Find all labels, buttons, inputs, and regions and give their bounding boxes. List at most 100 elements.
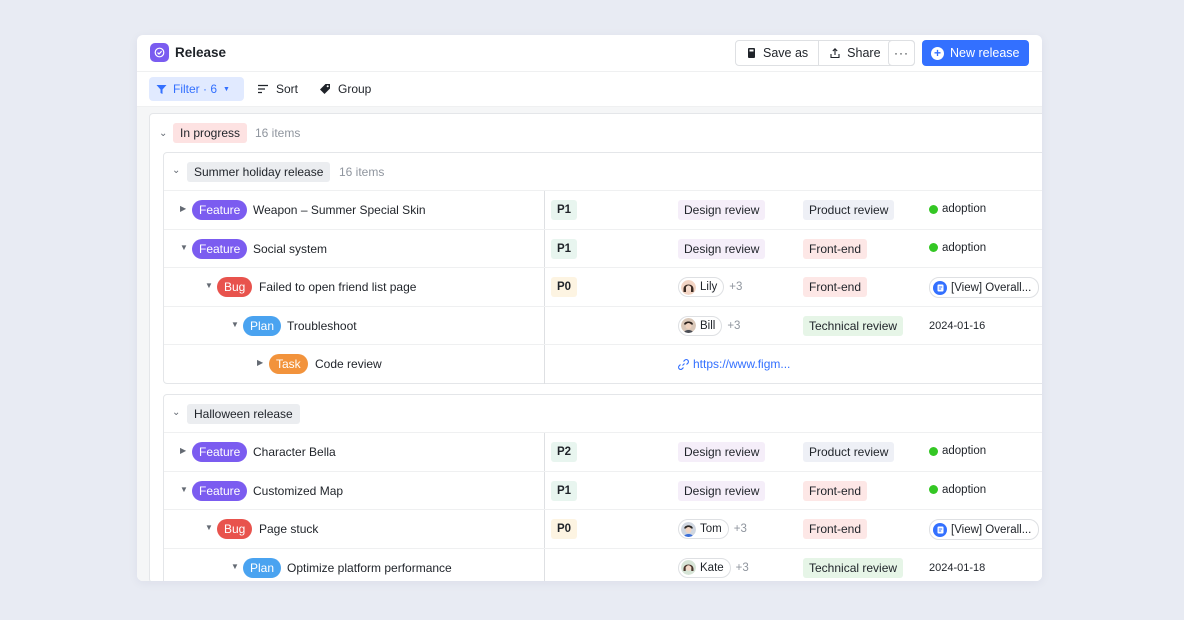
assignee-cell[interactable]: Tom +3 bbox=[678, 519, 747, 540]
priority-badge[interactable]: P2 bbox=[551, 442, 578, 462]
status-label: adoption bbox=[942, 241, 987, 254]
more-assignees[interactable]: +3 bbox=[735, 561, 749, 574]
doc-link[interactable]: [View] Overall... bbox=[929, 277, 1040, 299]
type-feature-pill: Feature bbox=[192, 480, 248, 501]
review-chip[interactable]: Front-end bbox=[803, 238, 868, 259]
assignee-name: Bill bbox=[700, 319, 716, 332]
caret-right-icon[interactable]: ▶ bbox=[257, 358, 264, 368]
group-header-halloween[interactable]: ⌄ Halloween release bbox=[164, 395, 1042, 433]
group-in-progress: ⌄ In progress 16 items ⌄ Summer holiday … bbox=[149, 113, 1042, 581]
caret-down-icon[interactable]: ▼ bbox=[205, 281, 213, 291]
url-link[interactable]: https://www.figm... bbox=[678, 357, 790, 371]
chevron-down-icon[interactable]: ⌄ bbox=[159, 128, 168, 139]
row-title[interactable]: Weapon – Summer Special Skin bbox=[253, 203, 426, 217]
more-assignees[interactable]: +3 bbox=[727, 319, 741, 332]
new-release-button[interactable]: + New release bbox=[922, 40, 1029, 66]
caret-down-icon[interactable]: ▼ bbox=[231, 561, 239, 571]
priority-badge[interactable]: P0 bbox=[551, 519, 578, 540]
caret-right-icon[interactable]: ▶ bbox=[180, 446, 187, 455]
table-row[interactable]: ▶ Task Code review https://www.figm... bbox=[164, 345, 1042, 384]
table-row[interactable]: ▼ Feature Customized Map P1 Design revie… bbox=[164, 471, 1042, 511]
assignee-cell[interactable]: Kate +3 bbox=[678, 557, 749, 578]
status-cell[interactable]: adoption bbox=[929, 484, 986, 496]
row-title[interactable]: Optimize platform performance bbox=[287, 560, 452, 575]
filter-button[interactable]: Filter · 6 ▼ bbox=[149, 77, 244, 101]
type-feature-pill: Feature bbox=[192, 442, 248, 462]
assignee-name: Kate bbox=[700, 561, 724, 574]
more-assignees[interactable]: +3 bbox=[729, 281, 743, 294]
chevron-down-icon[interactable]: ⌄ bbox=[172, 407, 181, 418]
row-title[interactable]: Code review bbox=[315, 357, 382, 372]
assignee-chip[interactable]: Kate bbox=[678, 557, 731, 578]
table-row[interactable]: ▶ Feature Character Bella P2 Design revi… bbox=[164, 433, 1042, 472]
status-cell[interactable]: adoption bbox=[929, 242, 986, 254]
assignee-cell[interactable]: Bill +3 bbox=[678, 315, 741, 336]
save-as-button[interactable]: Save as bbox=[736, 41, 818, 65]
group-button[interactable]: Group bbox=[319, 77, 371, 101]
status-cell[interactable]: adoption bbox=[929, 445, 986, 457]
review-chip[interactable]: Product review bbox=[803, 442, 895, 462]
type-task-pill: Task bbox=[269, 354, 308, 375]
table-row[interactable]: ▼ Plan Optimize platform performance Kat… bbox=[164, 548, 1042, 581]
stage-chip[interactable]: Design review bbox=[678, 480, 766, 501]
table-row[interactable]: ▶ Feature Weapon – Summer Special Skin P… bbox=[164, 191, 1042, 230]
assignee-name: Lily bbox=[700, 281, 718, 294]
table-row[interactable]: ▼ Plan Troubleshoot Bill +3 Technical re… bbox=[164, 306, 1042, 346]
priority-badge[interactable]: P1 bbox=[551, 238, 578, 259]
doc-link[interactable]: [View] Overall... bbox=[929, 519, 1040, 541]
new-release-label: New release bbox=[950, 46, 1020, 60]
row-title[interactable]: Failed to open friend list page bbox=[259, 280, 417, 295]
share-button[interactable]: Share bbox=[819, 41, 890, 65]
date-cell[interactable]: 2024-01-18 bbox=[929, 561, 986, 574]
assignee-chip[interactable]: Bill bbox=[678, 315, 723, 336]
row-title[interactable]: Social system bbox=[253, 241, 328, 256]
more-assignees[interactable]: +3 bbox=[733, 523, 747, 536]
sort-button[interactable]: Sort bbox=[257, 77, 298, 101]
assignee-cell[interactable]: Lily +3 bbox=[678, 277, 743, 298]
share-icon bbox=[830, 48, 840, 59]
review-chip[interactable]: Front-end bbox=[803, 480, 868, 501]
stage-chip[interactable]: Design review bbox=[678, 200, 766, 220]
priority-badge[interactable]: P0 bbox=[551, 277, 578, 298]
in-progress-tag: In progress bbox=[173, 123, 248, 143]
summer-release-count: 16 items bbox=[339, 165, 385, 179]
review-chip[interactable]: Technical review bbox=[803, 315, 904, 336]
date-cell[interactable]: 2024-01-16 bbox=[929, 319, 986, 332]
assignee-chip[interactable]: Lily bbox=[678, 277, 725, 298]
caret-down-icon: ▼ bbox=[223, 85, 230, 93]
review-chip[interactable]: Product review bbox=[803, 200, 895, 220]
status-dot-icon bbox=[929, 243, 938, 253]
priority-badge[interactable]: P1 bbox=[551, 200, 578, 220]
stage-chip[interactable]: Design review bbox=[678, 442, 766, 462]
row-title[interactable]: Page stuck bbox=[259, 522, 319, 537]
review-chip[interactable]: Front-end bbox=[803, 277, 868, 298]
review-chip[interactable]: Front-end bbox=[803, 519, 868, 540]
group-header-in-progress[interactable]: ⌄ In progress 16 items bbox=[150, 114, 1042, 152]
assignee-chip[interactable]: Tom bbox=[678, 519, 729, 540]
status-cell[interactable]: adoption bbox=[929, 203, 986, 215]
table-row[interactable]: ▼ Feature Social system P1 Design review… bbox=[164, 229, 1042, 269]
group-header-summer[interactable]: ⌄ Summer holiday release 16 items bbox=[164, 153, 1042, 191]
priority-badge[interactable]: P1 bbox=[551, 480, 578, 501]
type-plan-pill: Plan bbox=[243, 315, 282, 336]
avatar bbox=[681, 560, 696, 576]
row-title[interactable]: Troubleshoot bbox=[287, 318, 357, 333]
table-row[interactable]: ▼ Bug Failed to open friend list page P0… bbox=[164, 268, 1042, 307]
group-halloween-release: ⌄ Halloween release ▶ Feature Character … bbox=[163, 394, 1042, 581]
type-bug-pill: Bug bbox=[217, 519, 253, 540]
caret-right-icon[interactable]: ▶ bbox=[180, 204, 187, 213]
row-title[interactable]: Customized Map bbox=[253, 483, 344, 498]
caret-down-icon[interactable]: ▼ bbox=[205, 523, 213, 533]
document-icon bbox=[933, 280, 947, 295]
caret-down-icon[interactable]: ▼ bbox=[180, 242, 188, 252]
header-actions: Save as Share bbox=[735, 40, 915, 66]
row-title[interactable]: Character Bella bbox=[253, 445, 336, 459]
caret-down-icon[interactable]: ▼ bbox=[180, 484, 188, 494]
more-options-button[interactable]: ··· bbox=[888, 40, 915, 66]
review-chip[interactable]: Technical review bbox=[803, 557, 904, 578]
stage-chip[interactable]: Design review bbox=[678, 238, 766, 259]
status-label: adoption bbox=[942, 203, 987, 215]
caret-down-icon[interactable]: ▼ bbox=[231, 319, 239, 329]
chevron-down-icon[interactable]: ⌄ bbox=[172, 165, 181, 176]
table-row[interactable]: ▼ Bug Page stuck P0 Tom +3 Front-end bbox=[164, 510, 1042, 549]
